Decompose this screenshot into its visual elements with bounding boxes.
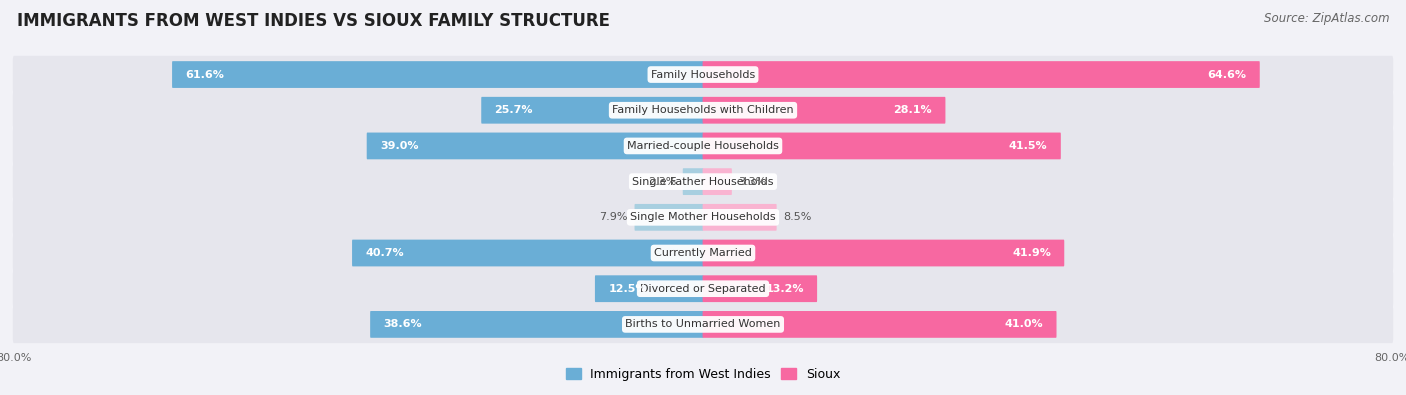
Text: Source: ZipAtlas.com: Source: ZipAtlas.com [1264,12,1389,25]
FancyBboxPatch shape [481,97,703,124]
FancyBboxPatch shape [13,56,1393,93]
Text: 61.6%: 61.6% [186,70,225,79]
FancyBboxPatch shape [683,168,703,195]
FancyBboxPatch shape [352,240,703,266]
Text: 41.5%: 41.5% [1010,141,1047,151]
FancyBboxPatch shape [703,168,733,195]
FancyBboxPatch shape [13,306,1393,343]
Text: Family Households: Family Households [651,70,755,79]
Text: 40.7%: 40.7% [366,248,404,258]
Text: 28.1%: 28.1% [893,105,932,115]
FancyBboxPatch shape [703,240,1064,266]
Text: 12.5%: 12.5% [609,284,647,294]
FancyBboxPatch shape [13,199,1393,236]
FancyBboxPatch shape [703,133,1060,159]
Text: 39.0%: 39.0% [380,141,419,151]
Text: Single Mother Households: Single Mother Households [630,213,776,222]
FancyBboxPatch shape [703,311,1056,338]
FancyBboxPatch shape [703,61,1260,88]
Text: Married-couple Households: Married-couple Households [627,141,779,151]
FancyBboxPatch shape [595,275,703,302]
Legend: Immigrants from West Indies, Sioux: Immigrants from West Indies, Sioux [561,363,845,386]
Text: 41.9%: 41.9% [1012,248,1050,258]
Text: 2.3%: 2.3% [648,177,676,186]
Text: 13.2%: 13.2% [765,284,804,294]
FancyBboxPatch shape [13,163,1393,200]
FancyBboxPatch shape [172,61,703,88]
FancyBboxPatch shape [13,234,1393,272]
FancyBboxPatch shape [703,275,817,302]
FancyBboxPatch shape [703,97,945,124]
Text: 64.6%: 64.6% [1208,70,1246,79]
Text: IMMIGRANTS FROM WEST INDIES VS SIOUX FAMILY STRUCTURE: IMMIGRANTS FROM WEST INDIES VS SIOUX FAM… [17,12,610,30]
FancyBboxPatch shape [703,204,776,231]
FancyBboxPatch shape [367,133,703,159]
Text: Divorced or Separated: Divorced or Separated [640,284,766,294]
Text: Currently Married: Currently Married [654,248,752,258]
Text: 25.7%: 25.7% [495,105,533,115]
Text: 38.6%: 38.6% [384,320,422,329]
Text: Family Households with Children: Family Households with Children [612,105,794,115]
Text: 41.0%: 41.0% [1004,320,1043,329]
Text: 7.9%: 7.9% [599,213,628,222]
FancyBboxPatch shape [13,270,1393,307]
Text: 8.5%: 8.5% [783,213,811,222]
FancyBboxPatch shape [634,204,703,231]
Text: Single Father Households: Single Father Households [633,177,773,186]
FancyBboxPatch shape [370,311,703,338]
Text: Births to Unmarried Women: Births to Unmarried Women [626,320,780,329]
FancyBboxPatch shape [13,92,1393,129]
FancyBboxPatch shape [13,127,1393,165]
Text: 3.3%: 3.3% [738,177,766,186]
